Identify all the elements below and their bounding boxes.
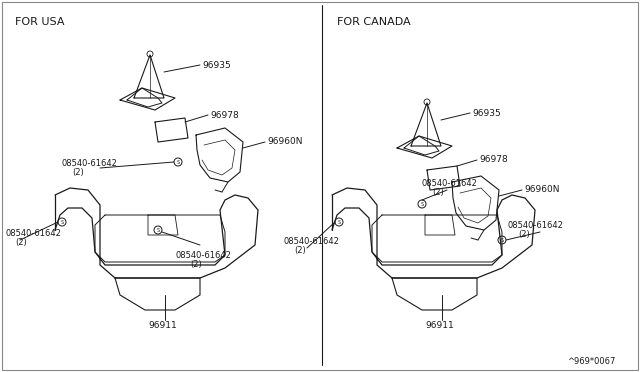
Text: (2): (2): [15, 238, 27, 247]
Text: 08540-61642: 08540-61642: [284, 237, 340, 247]
Text: 08540-61642: 08540-61642: [175, 250, 231, 260]
Text: 08540-61642: 08540-61642: [62, 158, 118, 167]
Text: 96960N: 96960N: [524, 186, 559, 195]
Text: 96978: 96978: [479, 155, 508, 164]
Text: 08540-61642: 08540-61642: [5, 230, 61, 238]
Text: (2): (2): [190, 260, 202, 269]
Text: (2): (2): [294, 247, 306, 256]
Text: 96935: 96935: [202, 61, 231, 70]
Text: 96978: 96978: [210, 110, 239, 119]
Text: FOR USA: FOR USA: [15, 17, 65, 27]
Text: (2): (2): [72, 167, 84, 176]
Text: S: S: [60, 219, 63, 224]
Text: 96911: 96911: [425, 321, 454, 330]
Text: (2): (2): [518, 230, 530, 238]
Text: 96911: 96911: [148, 321, 177, 330]
Text: S: S: [156, 228, 159, 232]
Text: (2): (2): [432, 189, 444, 198]
Text: ^969*0067: ^969*0067: [567, 357, 616, 366]
Text: FOR CANADA: FOR CANADA: [337, 17, 411, 27]
Text: S: S: [420, 202, 424, 206]
Text: 96960N: 96960N: [267, 138, 303, 147]
Text: 08540-61642: 08540-61642: [422, 180, 478, 189]
Text: S: S: [337, 219, 340, 224]
Text: S: S: [177, 160, 180, 164]
Text: 96935: 96935: [472, 109, 500, 118]
Text: 08540-61642: 08540-61642: [508, 221, 564, 230]
Text: S: S: [500, 237, 504, 243]
